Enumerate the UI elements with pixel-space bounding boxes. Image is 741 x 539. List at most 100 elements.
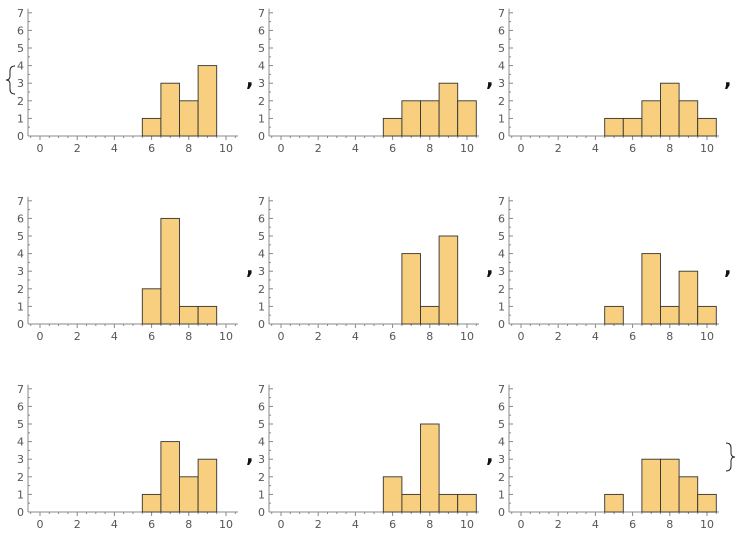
y-tick-label: 1: [498, 112, 505, 125]
histogram-bar: [641, 253, 661, 325]
histogram-bar: [697, 305, 717, 325]
histogram-panel-7: 0 2 4 6 8 10 0 1 2 3 4 5 6 7: [17, 383, 238, 531]
x-tick-label: 2: [555, 330, 562, 343]
y-tick-label: 0: [498, 318, 505, 331]
y-tick-label: 4: [498, 60, 505, 73]
histogram-panel-2: 0 2 4 6 8 10 0 1 2 3 4 5 6 7: [258, 7, 479, 155]
comma-separator: ,: [486, 67, 494, 91]
x-tick-label: 0: [37, 330, 44, 343]
y-tick-label: 3: [498, 265, 505, 278]
y-tick-label: 4: [17, 436, 24, 449]
y-tick-label: 0: [17, 318, 24, 331]
x-tick-label: 2: [74, 330, 81, 343]
y-tick-label: 0: [258, 318, 265, 331]
y-tick-label: 6: [258, 24, 265, 37]
histogram-bar: [160, 441, 180, 513]
open-brace: [5, 65, 16, 95]
x-tick-label: 10: [219, 518, 233, 531]
x-tick-label: 2: [74, 518, 81, 531]
x-tick-label: 2: [315, 330, 322, 343]
y-tick-label: 1: [258, 112, 265, 125]
y-tick-label: 4: [258, 436, 265, 449]
comma-separators: ,,,,,,,,: [246, 67, 732, 467]
y-tick-label: 7: [258, 7, 265, 20]
y-tick-label: 0: [17, 130, 24, 143]
x-tick-label: 10: [700, 142, 714, 155]
histogram-bar: [420, 423, 440, 513]
histogram-panel-5: 0 2 4 6 8 10 0 1 2 3 4 5 6 7: [258, 195, 479, 343]
y-tick-label: 4: [17, 60, 24, 73]
histogram-bar: [420, 305, 440, 325]
x-tick-label: 0: [278, 518, 285, 531]
y-tick-label: 1: [498, 488, 505, 501]
y-tick-label: 6: [498, 400, 505, 413]
comma-separator: ,: [724, 255, 732, 279]
y-tick-label: 6: [17, 212, 24, 225]
y-tick-label: 0: [258, 130, 265, 143]
x-tick-label: 2: [315, 142, 322, 155]
comma-separator: ,: [246, 67, 254, 91]
comma-separator: ,: [724, 67, 732, 91]
histogram-bar: [641, 100, 661, 137]
x-tick-label: 10: [460, 330, 474, 343]
y-tick-label: 3: [258, 453, 265, 466]
y-tick-label: 5: [17, 42, 24, 55]
y-tick-label: 3: [17, 265, 24, 278]
histogram-panel-4: 0 2 4 6 8 10 0 1 2 3 4 5 6 7: [17, 195, 238, 343]
histogram-bar: [457, 493, 477, 513]
y-tick-label: 6: [258, 400, 265, 413]
y-tick-label: 1: [258, 300, 265, 313]
histogram-bar: [160, 217, 180, 325]
y-tick-label: 0: [498, 506, 505, 519]
x-tick-label: 2: [74, 142, 81, 155]
y-tick-label: 5: [498, 230, 505, 243]
y-tick-label: 2: [17, 283, 24, 296]
x-tick-label: 4: [352, 518, 359, 531]
y-tick-label: 2: [258, 283, 265, 296]
x-tick-label: 6: [389, 518, 396, 531]
histogram-bar: [438, 82, 459, 137]
histogram-bar: [660, 305, 680, 325]
x-tick-label: 4: [352, 142, 359, 155]
x-tick-label: 8: [426, 330, 433, 343]
histogram-panel-6: 0 2 4 6 8 10 0 1 2 3 4 5 6 7: [498, 195, 719, 343]
histogram-bar: [179, 305, 199, 325]
histogram-bar: [179, 476, 199, 513]
histogram-bar: [604, 117, 624, 137]
y-tick-label: 7: [498, 195, 505, 208]
x-tick-label: 0: [37, 142, 44, 155]
histogram-bar: [420, 100, 440, 137]
histogram-bar: [678, 100, 699, 137]
histogram-bar: [604, 305, 624, 325]
y-tick-label: 5: [258, 418, 265, 431]
x-tick-label: 4: [111, 142, 118, 155]
x-tick-label: 10: [219, 142, 233, 155]
x-tick-label: 0: [278, 330, 285, 343]
x-tick-label: 6: [148, 518, 155, 531]
y-tick-label: 3: [17, 453, 24, 466]
histogram-bar: [197, 458, 218, 513]
histogram-panel-3: 0 2 4 6 8 10 0 1 2 3 4 5 6 7: [498, 7, 719, 155]
y-tick-label: 3: [258, 77, 265, 90]
histogram-panel-1: 0 2 4 6 8 10 0 1 2 3 4 5 6 7: [17, 7, 238, 155]
x-tick-label: 10: [460, 142, 474, 155]
comma-separator: ,: [486, 255, 494, 279]
y-tick-label: 0: [498, 130, 505, 143]
y-tick-label: 4: [258, 248, 265, 261]
x-tick-label: 0: [518, 142, 525, 155]
x-tick-label: 2: [555, 518, 562, 531]
x-tick-label: 6: [629, 518, 636, 531]
x-tick-label: 0: [518, 518, 525, 531]
x-tick-label: 8: [666, 518, 673, 531]
x-tick-label: 6: [389, 330, 396, 343]
x-tick-label: 8: [666, 142, 673, 155]
histogram-bar: [179, 100, 199, 137]
y-tick-label: 1: [17, 488, 24, 501]
x-tick-label: 10: [700, 518, 714, 531]
y-tick-label: 5: [498, 42, 505, 55]
x-tick-label: 10: [219, 330, 233, 343]
y-tick-label: 6: [258, 212, 265, 225]
y-tick-label: 4: [258, 60, 265, 73]
x-tick-label: 8: [185, 518, 192, 531]
x-tick-label: 8: [666, 330, 673, 343]
